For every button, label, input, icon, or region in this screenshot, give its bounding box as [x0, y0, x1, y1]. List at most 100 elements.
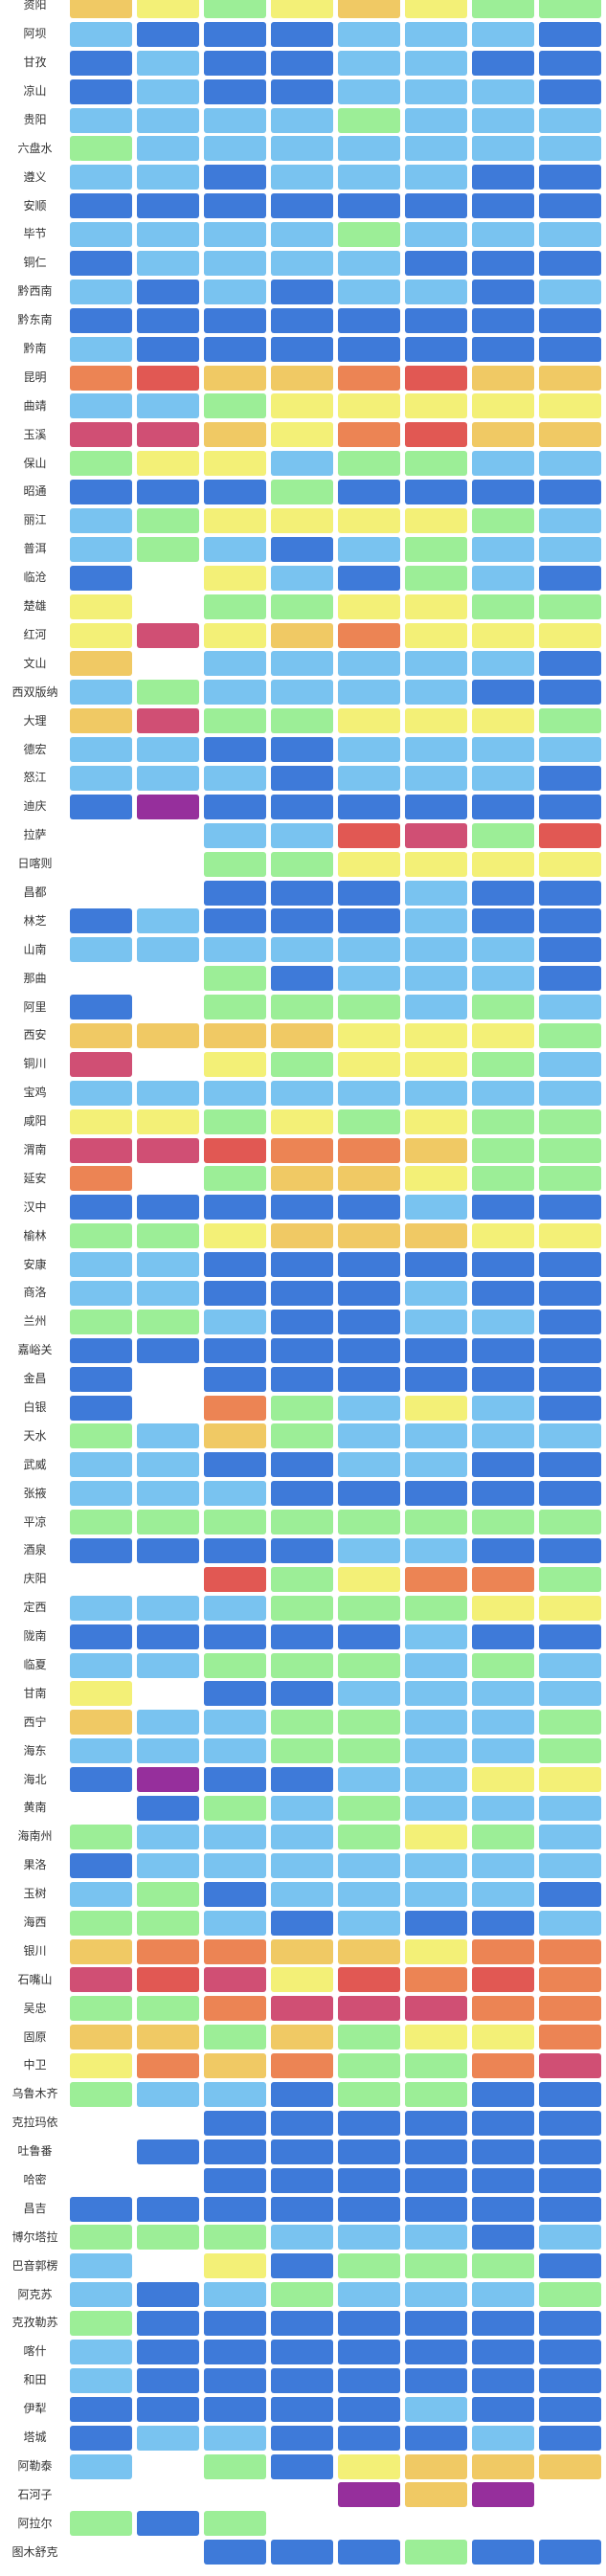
heatmap-cell[interactable] [338, 565, 400, 591]
heatmap-cell[interactable] [70, 937, 132, 963]
heatmap-cell[interactable] [405, 995, 467, 1020]
heatmap-cell[interactable] [271, 737, 333, 763]
heatmap-cell[interactable] [271, 880, 333, 906]
heatmap-cell[interactable] [539, 1738, 601, 1764]
heatmap-cell[interactable] [204, 765, 266, 791]
heatmap-cell[interactable] [472, 1767, 534, 1793]
heatmap-cell[interactable] [70, 1423, 132, 1449]
heatmap-cell[interactable] [539, 1137, 601, 1163]
heatmap-cell[interactable] [271, 136, 333, 162]
heatmap-cell[interactable] [204, 2196, 266, 2222]
heatmap-cell[interactable] [338, 2482, 400, 2508]
heatmap-cell[interactable] [70, 307, 132, 333]
heatmap-cell[interactable] [204, 651, 266, 677]
heatmap-cell[interactable] [204, 1395, 266, 1421]
heatmap-cell[interactable] [271, 307, 333, 333]
heatmap-cell[interactable] [204, 622, 266, 648]
heatmap-cell[interactable] [539, 422, 601, 448]
heatmap-cell[interactable] [70, 2225, 132, 2251]
heatmap-cell[interactable] [338, 1566, 400, 1592]
heatmap-cell[interactable] [271, 1452, 333, 1478]
heatmap-cell[interactable] [204, 1195, 266, 1221]
heatmap-cell[interactable] [472, 1080, 534, 1106]
heatmap-cell[interactable] [539, 2081, 601, 2107]
heatmap-cell[interactable] [137, 1710, 199, 1736]
heatmap-cell[interactable] [405, 2367, 467, 2393]
heatmap-cell[interactable] [204, 1824, 266, 1849]
heatmap-cell[interactable] [338, 1195, 400, 1221]
heatmap-cell[interactable] [338, 937, 400, 963]
heatmap-cell[interactable] [271, 1938, 333, 1964]
heatmap-cell[interactable] [204, 1910, 266, 1936]
heatmap-cell[interactable] [70, 651, 132, 677]
heatmap-cell[interactable] [405, 1366, 467, 1392]
heatmap-cell[interactable] [137, 507, 199, 533]
heatmap-cell[interactable] [137, 1080, 199, 1106]
heatmap-cell[interactable] [539, 2025, 601, 2050]
heatmap-cell[interactable] [472, 937, 534, 963]
heatmap-cell[interactable] [405, 2139, 467, 2164]
heatmap-cell[interactable] [472, 1710, 534, 1736]
heatmap-cell[interactable] [70, 2367, 132, 2393]
heatmap-cell[interactable] [472, 2225, 534, 2251]
heatmap-cell[interactable] [137, 1910, 199, 1936]
heatmap-cell[interactable] [539, 1337, 601, 1363]
heatmap-cell[interactable] [338, 1967, 400, 1993]
heatmap-cell[interactable] [271, 222, 333, 248]
heatmap-cell[interactable] [338, 1252, 400, 1278]
heatmap-cell[interactable] [472, 2482, 534, 2508]
heatmap-cell[interactable] [271, 1309, 333, 1334]
heatmap-cell[interactable] [137, 1137, 199, 1163]
heatmap-cell[interactable] [539, 365, 601, 391]
heatmap-cell[interactable] [472, 651, 534, 677]
heatmap-cell[interactable] [70, 737, 132, 763]
heatmap-cell[interactable] [271, 908, 333, 934]
heatmap-cell[interactable] [338, 2196, 400, 2222]
heatmap-cell[interactable] [70, 622, 132, 648]
heatmap-cell[interactable] [338, 1595, 400, 1621]
heatmap-cell[interactable] [271, 1738, 333, 1764]
heatmap-cell[interactable] [204, 1452, 266, 1478]
heatmap-cell[interactable] [338, 107, 400, 133]
heatmap-cell[interactable] [70, 1681, 132, 1707]
heatmap-cell[interactable] [204, 480, 266, 505]
heatmap-cell[interactable] [204, 307, 266, 333]
heatmap-cell[interactable] [204, 2081, 266, 2107]
heatmap-cell[interactable] [472, 1223, 534, 1249]
heatmap-cell[interactable] [405, 78, 467, 104]
heatmap-cell[interactable] [70, 1023, 132, 1048]
heatmap-cell[interactable] [539, 1510, 601, 1535]
heatmap-cell[interactable] [405, 1481, 467, 1507]
heatmap-cell[interactable] [539, 393, 601, 419]
heatmap-cell[interactable] [539, 1624, 601, 1649]
heatmap-cell[interactable] [539, 2053, 601, 2079]
heatmap-cell[interactable] [137, 2396, 199, 2422]
heatmap-cell[interactable] [204, 2396, 266, 2422]
heatmap-cell[interactable] [271, 1824, 333, 1849]
heatmap-cell[interactable] [405, 1252, 467, 1278]
heatmap-cell[interactable] [338, 50, 400, 76]
heatmap-cell[interactable] [472, 708, 534, 734]
heatmap-cell[interactable] [137, 2053, 199, 2079]
heatmap-cell[interactable] [204, 680, 266, 706]
heatmap-cell[interactable] [405, 1967, 467, 1993]
heatmap-cell[interactable] [137, 393, 199, 419]
heatmap-cell[interactable] [70, 2511, 132, 2537]
heatmap-cell[interactable] [70, 1252, 132, 1278]
heatmap-cell[interactable] [539, 1051, 601, 1077]
heatmap-cell[interactable] [405, 1538, 467, 1564]
heatmap-cell[interactable] [539, 1252, 601, 1278]
heatmap-cell[interactable] [204, 2511, 266, 2537]
heatmap-cell[interactable] [70, 2396, 132, 2422]
heatmap-cell[interactable] [70, 1510, 132, 1535]
heatmap-cell[interactable] [204, 78, 266, 104]
heatmap-cell[interactable] [472, 2453, 534, 2479]
heatmap-cell[interactable] [338, 2396, 400, 2422]
heatmap-cell[interactable] [472, 765, 534, 791]
heatmap-cell[interactable] [472, 393, 534, 419]
heatmap-cell[interactable] [338, 222, 400, 248]
heatmap-cell[interactable] [204, 250, 266, 276]
heatmap-cell[interactable] [137, 193, 199, 219]
heatmap-cell[interactable] [70, 165, 132, 190]
heatmap-cell[interactable] [271, 78, 333, 104]
